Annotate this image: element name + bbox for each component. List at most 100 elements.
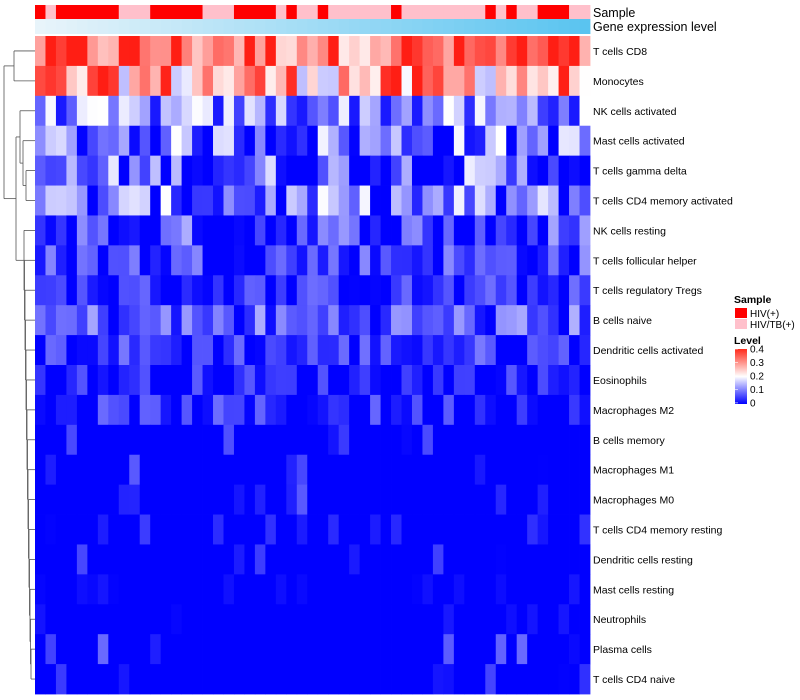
heatmap-cell — [485, 275, 497, 306]
heatmap-cell — [76, 335, 88, 366]
heatmap-cell — [338, 664, 350, 695]
heatmap-cell — [485, 185, 497, 216]
heatmap-cell — [537, 215, 549, 246]
level-annotation-cell — [76, 19, 88, 34]
heatmap-cell — [558, 36, 570, 67]
heatmap-cell — [286, 604, 298, 635]
heatmap-cell — [328, 365, 340, 396]
heatmap-cell — [233, 125, 245, 157]
heatmap-cell — [527, 484, 539, 515]
level-annotation-cell — [35, 19, 46, 34]
row-label: T cells CD4 memory activated — [593, 196, 733, 208]
heatmap-cell — [307, 574, 319, 605]
heatmap-cell — [495, 275, 507, 306]
heatmap-cell — [464, 305, 476, 336]
heatmap-cell — [286, 424, 298, 456]
heatmap-cell — [181, 544, 193, 575]
heatmap-cell — [579, 454, 591, 486]
heatmap-cell — [244, 484, 256, 515]
sample-annotation-cell — [181, 5, 193, 19]
heatmap-cell — [213, 454, 224, 486]
heatmap-cell — [338, 424, 350, 456]
heatmap-cell — [380, 155, 392, 186]
heatmap-cell — [223, 604, 235, 635]
heatmap-cell — [328, 454, 340, 486]
heatmap-cell — [66, 185, 78, 216]
heatmap-cell — [328, 484, 340, 515]
heatmap-cell — [265, 544, 277, 575]
heatmap-cell — [411, 544, 423, 575]
level-annotation-cell — [244, 19, 256, 34]
heatmap-cell — [45, 125, 57, 157]
heatmap-cell — [275, 185, 287, 216]
heatmap-cell — [66, 125, 78, 157]
heatmap-cell — [317, 185, 329, 216]
level-annotation-cell — [296, 19, 308, 34]
sample-annotation-cell — [453, 5, 465, 19]
heatmap-cell — [202, 544, 214, 575]
legend-tick-label: 0.2 — [750, 371, 764, 382]
heatmap-cell — [422, 305, 434, 336]
heatmap-cell — [495, 424, 507, 456]
heatmap-cell — [569, 424, 580, 456]
heatmap-cell — [202, 604, 214, 635]
heatmap-cell — [97, 454, 109, 486]
heatmap-cell — [579, 275, 591, 306]
heatmap-cell — [192, 335, 203, 366]
heatmap-cell — [516, 484, 528, 515]
heatmap-cell — [411, 125, 423, 157]
heatmap-cell — [443, 514, 455, 545]
heatmap-cell — [391, 394, 402, 426]
heatmap-cell — [537, 634, 549, 665]
heatmap-cell — [55, 484, 67, 515]
level-annotation-cell — [391, 19, 402, 34]
heatmap-cell — [45, 484, 57, 515]
heatmap-cell — [87, 65, 99, 97]
heatmap-cell — [328, 394, 340, 426]
heatmap-cell — [223, 335, 235, 366]
heatmap-cell — [296, 65, 308, 97]
heatmap-cell — [317, 454, 329, 486]
heatmap-cell — [296, 335, 308, 366]
heatmap-cell — [213, 275, 224, 306]
heatmap-cell — [349, 365, 361, 396]
heatmap-cell — [118, 574, 130, 605]
heatmap-cell — [370, 394, 381, 426]
row-label: Neutrophils — [593, 614, 646, 626]
level-annotation-cell — [275, 19, 287, 34]
heatmap-cell — [401, 95, 413, 127]
heatmap-cell — [443, 664, 455, 695]
heatmap-cell — [359, 604, 371, 635]
sample-annotation-cell — [87, 5, 99, 19]
heatmap-cell — [370, 664, 381, 695]
heatmap-cell — [150, 394, 162, 426]
heatmap-cell — [527, 664, 539, 695]
legend-swatch-hivtb — [735, 319, 747, 329]
heatmap-cell — [213, 574, 224, 605]
level-annotation-cell — [558, 19, 570, 34]
heatmap-cell — [422, 664, 434, 695]
sample-annotation-cell — [527, 5, 539, 19]
heatmap-cell — [213, 514, 224, 545]
heatmap-cell — [66, 95, 78, 127]
heatmap-cell — [275, 424, 287, 456]
heatmap-cell — [359, 215, 371, 246]
heatmap-cell — [401, 275, 413, 306]
heatmap-cell — [213, 365, 224, 396]
heatmap-cell — [87, 454, 99, 486]
heatmap-cell — [139, 215, 151, 246]
heatmap-cell — [569, 514, 580, 545]
heatmap-cell — [485, 664, 497, 695]
heatmap-cell — [307, 215, 319, 246]
heatmap-cell — [474, 514, 486, 545]
heatmap-cell — [443, 36, 455, 67]
heatmap-cell — [558, 424, 570, 456]
heatmap-cell — [527, 215, 539, 246]
heatmap-cell — [265, 365, 277, 396]
heatmap-cell — [370, 514, 381, 545]
heatmap-cell — [485, 544, 497, 575]
sample-annotation-cell — [349, 5, 361, 19]
heatmap-cell — [474, 544, 486, 575]
heatmap-cell — [495, 604, 507, 635]
